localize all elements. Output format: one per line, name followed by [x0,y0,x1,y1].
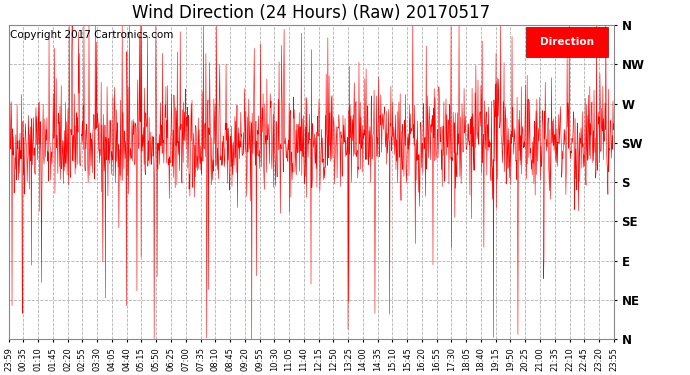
Title: Wind Direction (24 Hours) (Raw) 20170517: Wind Direction (24 Hours) (Raw) 20170517 [132,4,491,22]
Text: Direction: Direction [540,37,594,46]
FancyBboxPatch shape [526,27,608,57]
Text: Copyright 2017 Cartronics.com: Copyright 2017 Cartronics.com [10,30,173,40]
